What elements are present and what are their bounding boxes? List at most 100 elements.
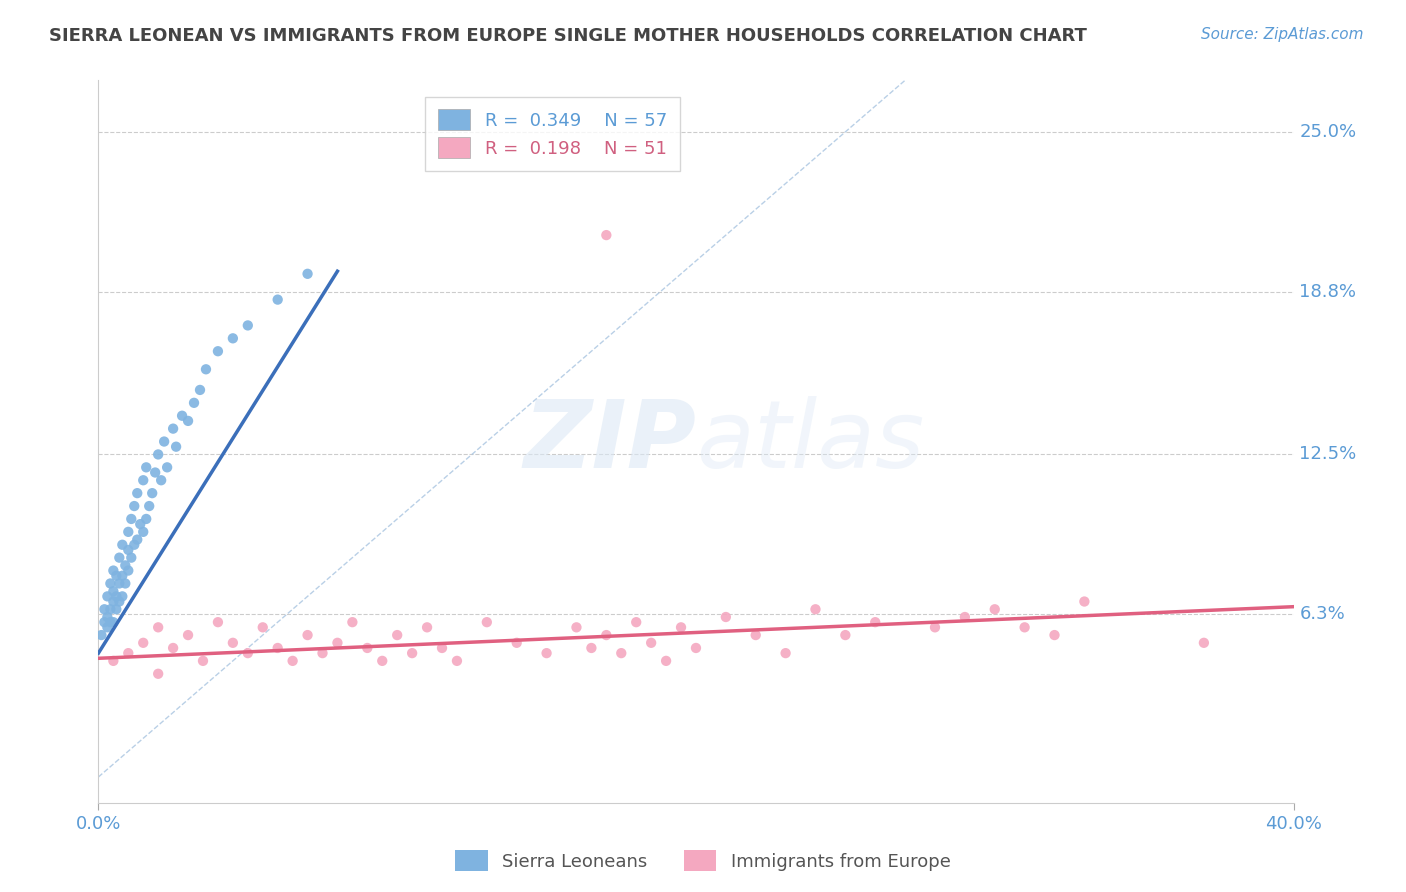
Point	[834, 628, 856, 642]
Text: 25.0%: 25.0%	[1299, 123, 1357, 141]
Point	[98, 576, 122, 591]
Point	[124, 499, 146, 513]
Point	[105, 602, 128, 616]
Point	[127, 486, 149, 500]
Point	[430, 640, 453, 655]
Point	[252, 620, 274, 634]
Point	[581, 640, 603, 655]
Point	[655, 654, 678, 668]
Point	[132, 473, 155, 487]
Point	[105, 590, 128, 604]
Point	[191, 654, 214, 668]
Point	[103, 615, 125, 630]
Point	[1043, 628, 1066, 642]
Text: Source: ZipAtlas.com: Source: ZipAtlas.com	[1201, 27, 1364, 42]
Point	[1073, 594, 1095, 608]
Text: 6.3%: 6.3%	[1299, 606, 1346, 624]
Point	[775, 646, 797, 660]
Point	[222, 636, 245, 650]
Legend: Sierra Leoneans, Immigrants from Europe: Sierra Leoneans, Immigrants from Europe	[449, 843, 957, 879]
Point	[138, 499, 160, 513]
Point	[120, 550, 142, 565]
Point	[153, 434, 176, 449]
Point	[141, 486, 163, 500]
Point	[745, 628, 768, 642]
Point	[177, 414, 200, 428]
Point	[475, 615, 498, 630]
Point	[188, 383, 211, 397]
Point	[371, 654, 394, 668]
Point	[326, 636, 349, 650]
Point	[96, 610, 118, 624]
Point	[356, 640, 378, 655]
Point	[685, 640, 707, 655]
Point	[108, 594, 131, 608]
Point	[132, 524, 155, 539]
Point	[117, 542, 139, 557]
Point	[105, 568, 128, 582]
Point	[127, 533, 149, 547]
Point	[626, 615, 648, 630]
Point	[93, 602, 115, 616]
Point	[172, 409, 194, 423]
Point	[162, 422, 184, 436]
Point	[108, 576, 131, 591]
Point	[183, 396, 205, 410]
Point	[108, 550, 131, 565]
Point	[103, 654, 125, 668]
Text: 18.8%: 18.8%	[1299, 283, 1357, 301]
Point	[96, 620, 118, 634]
Point	[177, 628, 200, 642]
Point	[401, 646, 423, 660]
Point	[111, 538, 134, 552]
Point	[98, 602, 122, 616]
Point	[162, 640, 184, 655]
Point	[297, 267, 319, 281]
Point	[865, 615, 887, 630]
Point	[117, 524, 139, 539]
Point	[165, 440, 187, 454]
Point	[148, 447, 170, 461]
Legend: R =  0.349    N = 57, R =  0.198    N = 51: R = 0.349 N = 57, R = 0.198 N = 51	[426, 96, 679, 170]
Point	[96, 590, 118, 604]
Point	[195, 362, 218, 376]
Point	[1192, 636, 1215, 650]
Point	[93, 615, 115, 630]
Point	[114, 558, 136, 573]
Point	[135, 512, 157, 526]
Point	[1014, 620, 1036, 634]
Point	[207, 344, 229, 359]
Point	[297, 628, 319, 642]
Point	[207, 615, 229, 630]
Text: ZIP: ZIP	[523, 395, 696, 488]
Point	[595, 228, 617, 243]
Point	[385, 628, 409, 642]
Point	[103, 594, 125, 608]
Point	[135, 460, 157, 475]
Point	[148, 620, 170, 634]
Point	[669, 620, 692, 634]
Point	[610, 646, 633, 660]
Point	[150, 473, 173, 487]
Point	[311, 646, 333, 660]
Point	[117, 564, 139, 578]
Point	[111, 568, 134, 582]
Point	[124, 538, 146, 552]
Point	[222, 331, 245, 345]
Point	[117, 646, 139, 660]
Point	[103, 564, 125, 578]
Point	[90, 628, 112, 642]
Point	[281, 654, 304, 668]
Point	[267, 640, 290, 655]
Point	[640, 636, 662, 650]
Point	[714, 610, 737, 624]
Point	[953, 610, 976, 624]
Point	[595, 628, 617, 642]
Point	[416, 620, 439, 634]
Point	[236, 318, 259, 333]
Point	[267, 293, 290, 307]
Text: SIERRA LEONEAN VS IMMIGRANTS FROM EUROPE SINGLE MOTHER HOUSEHOLDS CORRELATION CH: SIERRA LEONEAN VS IMMIGRANTS FROM EUROPE…	[49, 27, 1087, 45]
Point	[984, 602, 1007, 616]
Point	[804, 602, 827, 616]
Point	[446, 654, 468, 668]
